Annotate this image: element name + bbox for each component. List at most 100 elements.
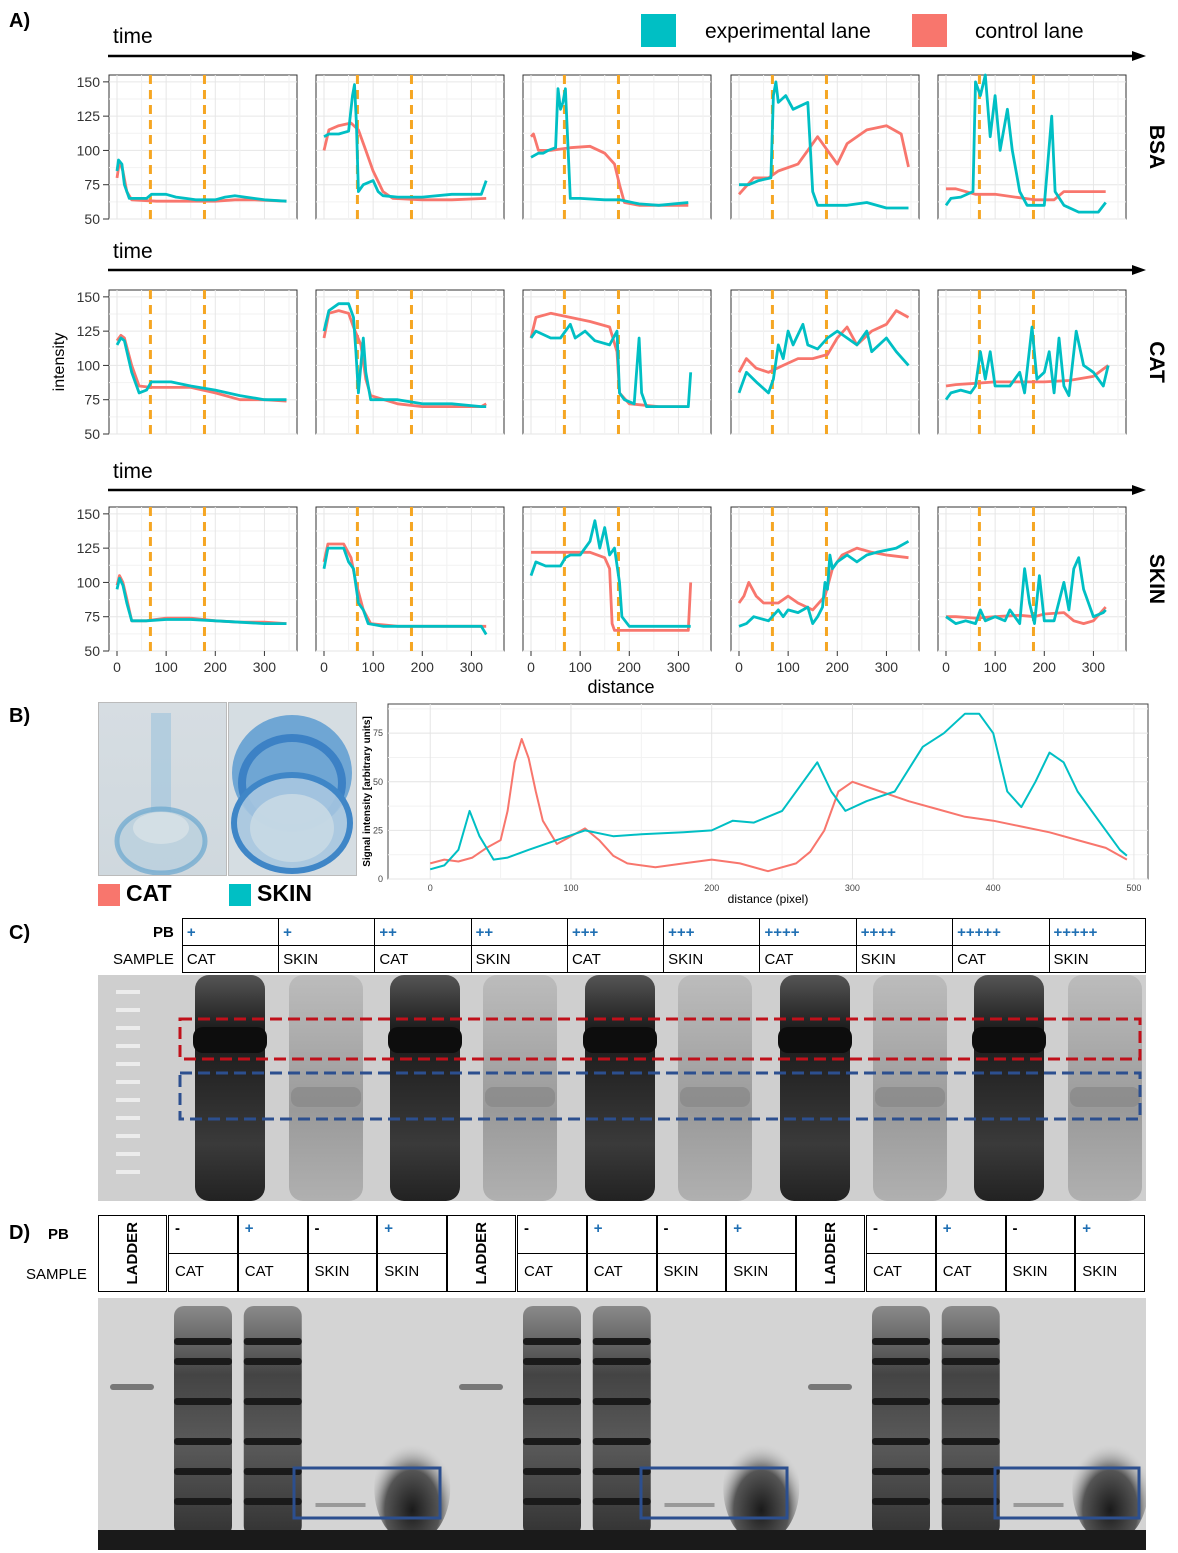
ladder-band [116,1080,140,1084]
pb-cell: + [726,1215,796,1254]
panel-c-label: C) [9,922,31,944]
gel-lane-cat [780,975,850,1201]
ladder-band [116,1152,140,1156]
gel-band [872,1338,930,1345]
x-tick-label: 100 [563,883,578,893]
legend-label-experimental: experimental lane [705,20,871,43]
gel-band [174,1338,232,1345]
gel-lane-skin [723,1433,800,1543]
legend-swatch-cat [98,884,120,906]
gel-band [523,1358,581,1365]
sample-row-label: SAMPLE [112,950,174,968]
panel-d-label: D) [9,1222,31,1244]
x-axis-label: distance (pixel) [728,892,809,906]
panel-a-label: A) [9,10,31,32]
x-tick-label: 0 [527,659,535,675]
facet-bsa-3 [522,74,712,220]
gel-band [243,1468,302,1475]
gel-band [388,1027,462,1053]
y-tick-label: 50 [84,426,100,442]
y-tick-label: 150 [77,74,101,90]
sample-cell: SKIN [726,1253,796,1292]
gel-band [243,1398,302,1405]
ladder-band [116,1116,140,1120]
series-experimental-line [115,336,287,402]
pb-cell: + [935,1215,1006,1254]
legend-label-control: control lane [975,20,1084,43]
sample-cell: CAT [566,945,665,973]
gel-lane-cat [974,975,1044,1201]
series-control-line [737,546,909,612]
series-skin-line [429,712,1128,871]
ladder-header: LADDER [98,1215,167,1292]
gel-band [291,1087,361,1107]
sample-cell: SKIN [1048,945,1147,973]
pb-cell: + [377,1215,447,1254]
gel-lane-cat [195,975,265,1201]
gel-band [941,1338,1000,1345]
series-control-line [737,309,910,374]
gel-lane-skin [374,1433,451,1543]
gel-band [941,1398,1000,1405]
facet-cat-2 [315,289,505,435]
gel-band [174,1498,232,1505]
pb-cell: - [866,1215,936,1254]
row-label-bsa: BSA [1145,125,1168,169]
gel-band [243,1438,302,1445]
gel-lane-cat [390,975,460,1201]
x-tick-label: 200 [826,659,850,675]
x-tick-label: 300 [460,659,484,675]
sample-cell: SKIN [855,945,954,973]
pb-cell: + [586,1215,657,1254]
x-tick-label: 100 [154,659,178,675]
ladder-band [459,1384,503,1390]
x-tick-label: 300 [845,883,860,893]
x-tick-label: 200 [704,883,719,893]
x-tick-label: 200 [1033,659,1057,675]
ladder-band [808,1384,852,1390]
row-label-skin: SKIN [1145,554,1168,604]
sample-cell: SKIN [1075,1253,1145,1292]
y-tick-label: 75 [84,609,100,625]
gel-band [485,1087,555,1107]
facet-bsa-5 [937,73,1127,220]
facet-skin-1 [108,506,298,652]
gel-band [592,1358,651,1365]
pb-cell: + [278,918,376,946]
gel-band [592,1338,651,1345]
sample-cell: CAT [759,945,857,973]
ladder-label: LADDER [124,1222,141,1285]
ladder-band [116,1134,140,1138]
gel-band [872,1498,930,1505]
pb-cell: - [168,1215,238,1254]
y-tick-label: 100 [77,357,101,373]
gel-band [972,1027,1046,1053]
time-arrow-head [1132,485,1146,495]
gel-band [1013,1503,1064,1507]
series-cat-line [429,738,1128,873]
x-tick-label: 0 [428,883,433,893]
gel-lane-cat [585,975,655,1201]
time-arrow-head [1132,265,1146,275]
series-experimental-line [529,519,691,628]
ladder-header: LADDER [796,1215,865,1292]
series-control-line [946,187,1106,202]
gel-band [941,1498,1000,1505]
x-tick-label: 300 [1082,659,1106,675]
legend-swatch-skin [229,884,251,906]
legend-swatch-experimental [641,14,676,47]
pb-cell: +++ [663,918,761,946]
gel-band [872,1468,930,1475]
y-tick-label: 50 [84,643,100,659]
gel-band [583,1027,657,1053]
y-tick-label: 125 [77,108,101,124]
ladder-label: LADDER [473,1222,490,1285]
legend-label-skin: SKIN [257,880,312,906]
pb-cell: + [181,918,280,946]
pb-cell: ++ [470,918,568,946]
pb-cell: - [656,1215,727,1254]
series-control-line [946,606,1107,625]
chart-frame [387,703,1149,880]
pb-cell: ++ [374,918,472,946]
series-experimental-line [737,322,910,395]
